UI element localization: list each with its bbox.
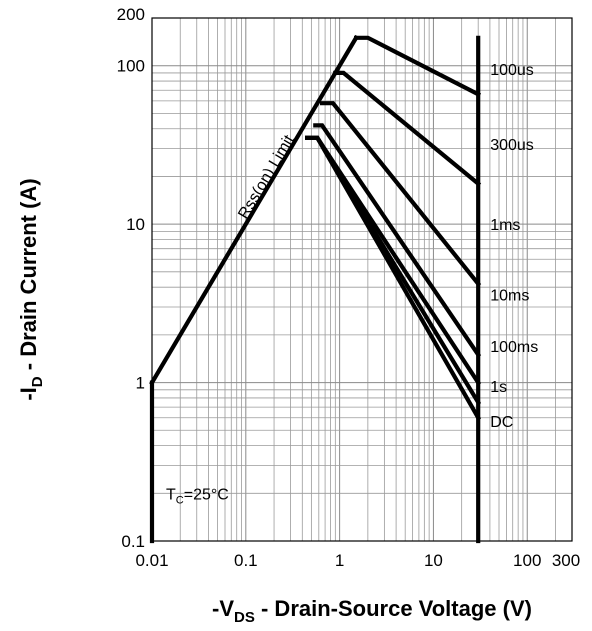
series-label-100ms: 100ms bbox=[490, 339, 538, 356]
tc-annotation-t: T bbox=[166, 486, 176, 503]
series-line-10ms bbox=[313, 123, 482, 358]
curves bbox=[149, 34, 482, 544]
rds-limit-line bbox=[149, 34, 359, 386]
series-line-100us bbox=[354, 35, 482, 98]
y-axis-title-prefix: -I bbox=[16, 387, 41, 400]
curve-labels: 100us 300us 1ms 10ms 100ms 1s DC bbox=[490, 62, 538, 431]
plot-border bbox=[151, 17, 573, 542]
x-tick-label: 300 bbox=[552, 551, 580, 570]
x-axis-title-sub: DS bbox=[234, 609, 255, 626]
x-axis-title-rest: - Drain-Source Voltage (V) bbox=[255, 596, 532, 621]
x-tick-label: 0.01 bbox=[135, 551, 168, 570]
x-tick-label: 100 bbox=[513, 551, 541, 570]
rds-limit-label: Rss(on) Limit bbox=[235, 132, 298, 222]
x-tick-label: 1 bbox=[335, 551, 344, 570]
series-label-300us: 300us bbox=[490, 137, 534, 154]
series-line-1ms bbox=[320, 101, 482, 287]
x-tick-label: 10 bbox=[424, 551, 443, 570]
y-tick-label: 200 bbox=[117, 5, 145, 24]
y-axis-title-sub: D bbox=[29, 376, 46, 387]
series-label-100us: 100us bbox=[490, 62, 534, 79]
y-axis-title: -ID - Drain Current (A) bbox=[16, 178, 46, 400]
tc-annotation-sub: C bbox=[176, 494, 184, 506]
x-tick-label: 0.1 bbox=[234, 551, 258, 570]
series-label-10ms: 10ms bbox=[490, 287, 529, 304]
y-tick-label: 100 bbox=[117, 57, 145, 76]
y-axis-title-rest: - Drain Current (A) bbox=[16, 178, 41, 376]
y-tick-label: 0.1 bbox=[121, 532, 145, 551]
tc-annotation: TC=25°C bbox=[166, 486, 229, 506]
y-tick-label: 10 bbox=[126, 215, 145, 234]
x-axis-title-prefix: -V bbox=[212, 596, 234, 621]
series-label-1ms: 1ms bbox=[490, 217, 520, 234]
series-line-dc bbox=[305, 135, 482, 421]
y-tick-label: 1 bbox=[136, 374, 145, 393]
series-label-dc: DC bbox=[490, 414, 513, 431]
series-label-1s: 1s bbox=[490, 379, 507, 396]
tc-annotation-rest: =25°C bbox=[184, 486, 229, 503]
x-axis-title: -VDS - Drain-Source Voltage (V) bbox=[212, 596, 532, 626]
series-line-300us bbox=[333, 70, 482, 187]
